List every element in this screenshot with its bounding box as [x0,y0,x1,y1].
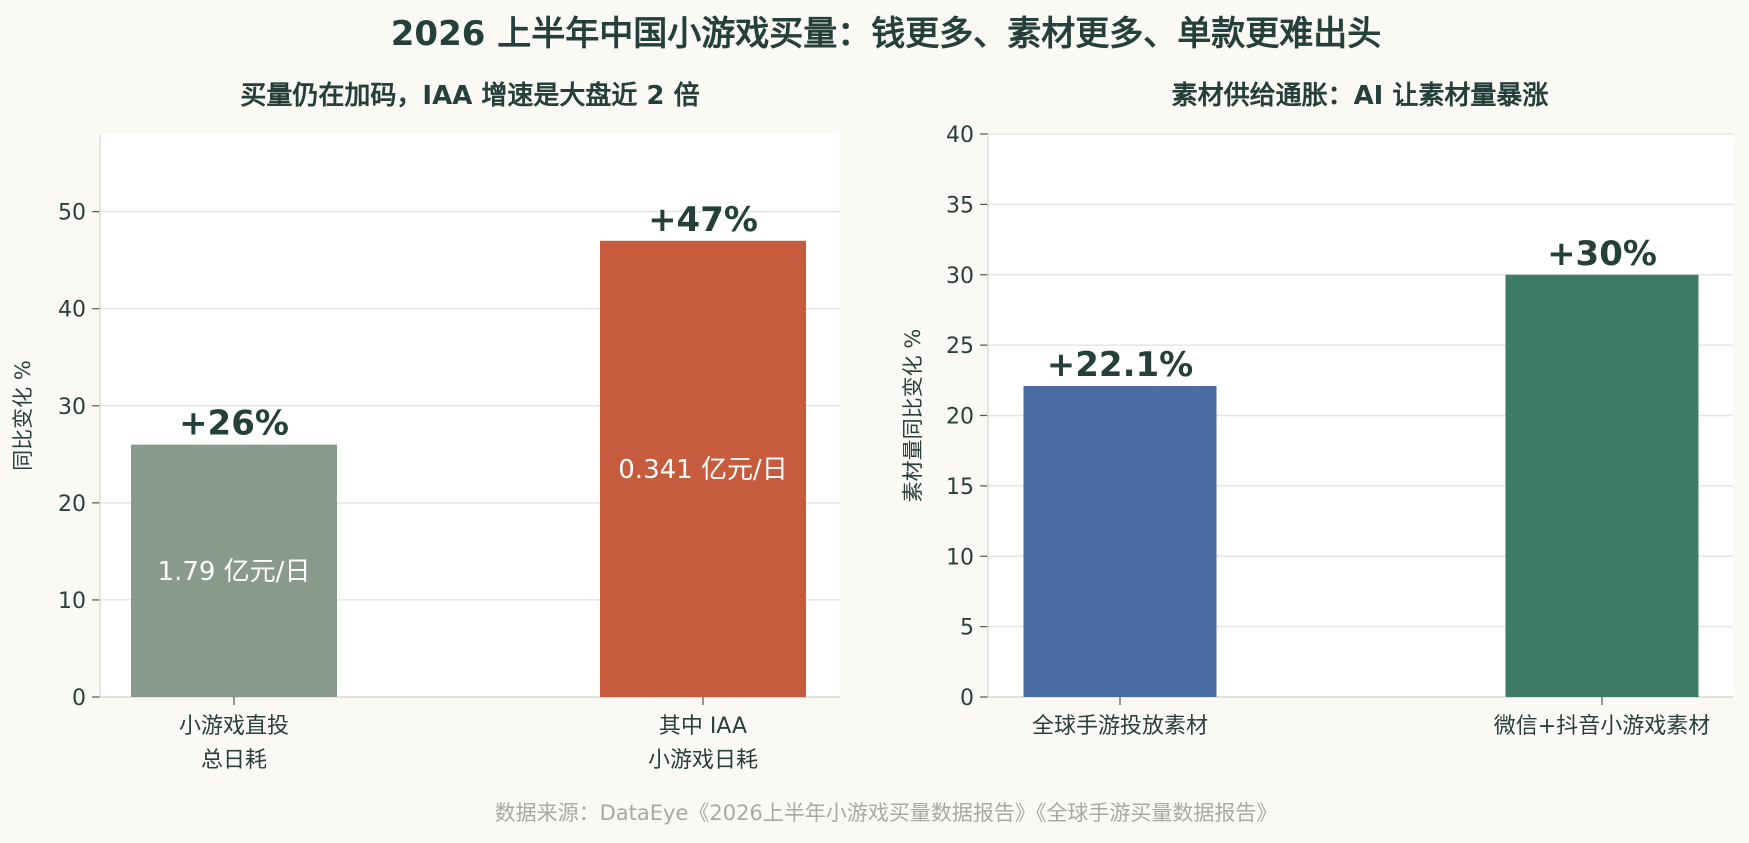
value-label: +47% [648,200,758,240]
figure-title: 2026 上半年中国小游戏买量：钱更多、素材更多、单款更难出头 [391,14,1381,54]
x-tick-label: 全球手游投放素材 [1032,714,1208,739]
y-tick-label: 15 [946,475,974,500]
value-label: +22.1% [1047,345,1193,385]
chart-title: 买量仍在加码，IAA 增速是大盘近 2 倍 [240,80,699,111]
y-tick-label: 40 [946,123,974,148]
y-tick-label: 10 [946,545,974,570]
x-tick-label: 小游戏日耗 [648,748,758,773]
y-tick-label: 25 [946,334,974,359]
bar [600,240,806,697]
chart-title: 素材供给通胀：AI 让素材量暴涨 [1172,80,1549,111]
x-tick-label: 微信+抖音小游戏素材 [1494,714,1710,739]
y-tick-label: 0 [72,686,86,711]
y-tick-label: 30 [946,264,974,289]
y-axis-label: 素材量同比变化 % [901,329,925,503]
y-tick-label: 0 [960,686,974,711]
bar [1505,274,1699,697]
y-tick-label: 10 [58,589,86,614]
y-tick-label: 50 [58,201,86,226]
right-chart-panel: 0 5 10 15 20 25 30 35 40 素材供给通胀：AI 让素材量暴涨素材量同比变化 … [901,80,1733,739]
y-tick-label: 35 [946,193,974,218]
y-axis-label: 同比变化 % [11,360,35,471]
bar [131,444,337,697]
value-label: +26% [179,404,289,444]
x-tick-label: 总日耗 [201,748,267,773]
bar [1023,385,1217,697]
x-tick-label: 其中 IAA [659,714,747,739]
bar-inner-label: 1.79 亿元/日 [158,557,311,587]
bar-inner-label: 0.341 亿元/日 [618,455,787,485]
source-note: 数据来源：DataEye《2026上半年小游戏买量数据报告》《全球手游买量数据报… [495,801,1278,825]
x-tick-label: 小游戏直投 [179,714,289,739]
y-tick-label: 30 [58,395,86,420]
y-tick-label: 20 [946,405,974,430]
value-label: +30% [1547,234,1657,274]
y-tick-label: 5 [960,616,974,641]
y-tick-label: 20 [58,492,86,517]
y-tick-label: 40 [58,298,86,323]
